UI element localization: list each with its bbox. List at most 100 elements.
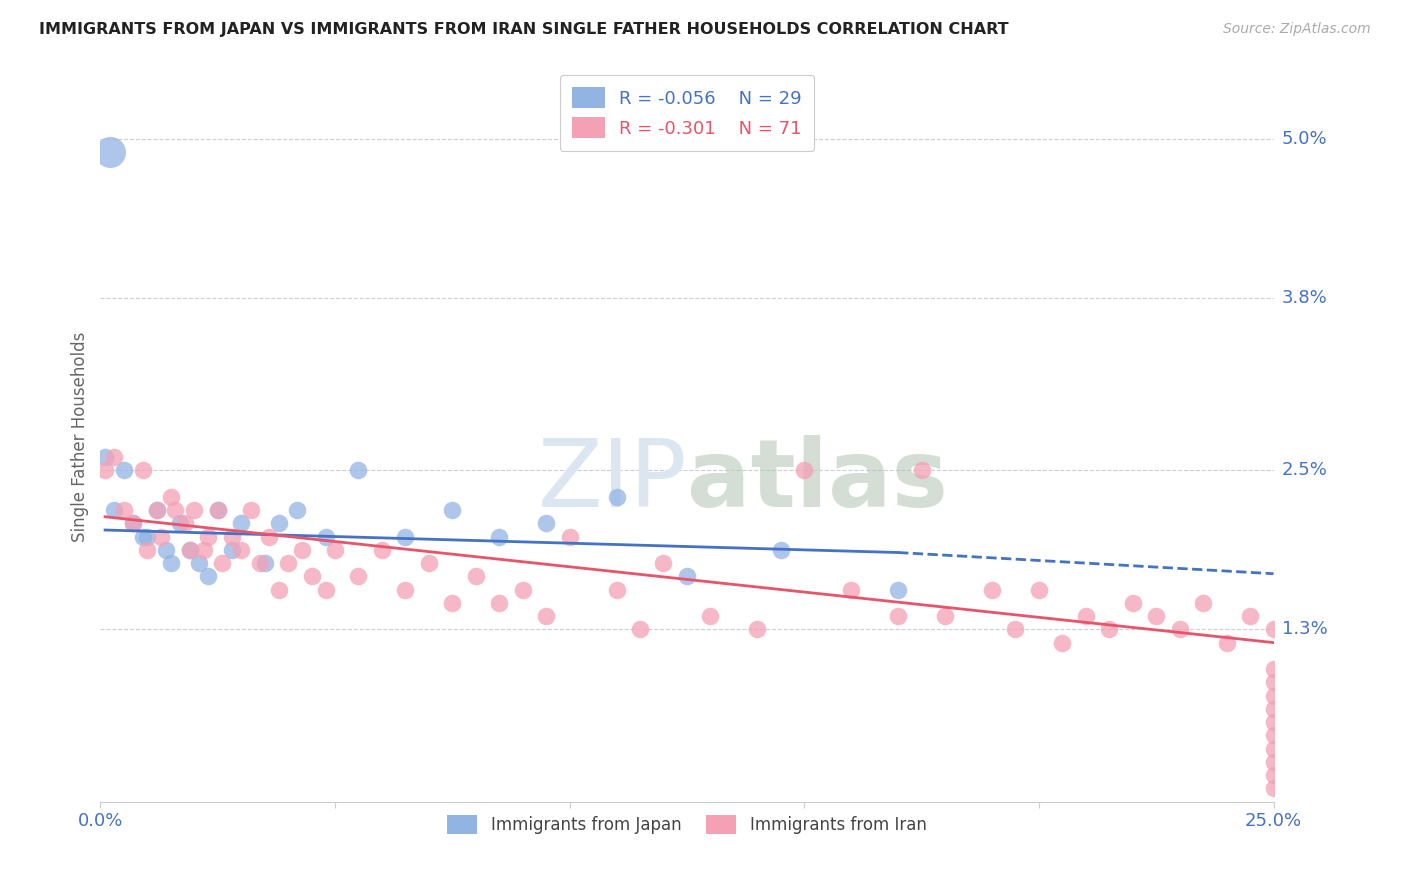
Point: [94, 450, 117, 464]
Point: [211, 556, 233, 570]
Text: 3.8%: 3.8%: [1282, 289, 1327, 307]
Point: [1263, 728, 1285, 742]
Point: [301, 569, 323, 583]
Point: [512, 582, 534, 597]
Point: [193, 542, 215, 557]
Point: [1263, 768, 1285, 782]
Point: [136, 530, 159, 544]
Point: [394, 530, 416, 544]
Text: 5.0%: 5.0%: [1282, 130, 1327, 148]
Point: [534, 609, 557, 624]
Point: [122, 516, 145, 531]
Point: [464, 569, 486, 583]
Point: [221, 530, 243, 544]
Point: [1263, 715, 1285, 730]
Point: [179, 542, 201, 557]
Text: Source: ZipAtlas.com: Source: ZipAtlas.com: [1223, 22, 1371, 37]
Point: [910, 463, 932, 477]
Point: [1052, 635, 1074, 649]
Point: [394, 582, 416, 597]
Point: [267, 582, 290, 597]
Point: [239, 503, 262, 517]
Point: [1263, 662, 1285, 676]
Point: [1263, 675, 1285, 690]
Point: [793, 463, 815, 477]
Point: [441, 503, 464, 517]
Point: [197, 530, 219, 544]
Point: [1263, 689, 1285, 703]
Point: [231, 516, 253, 531]
Point: [122, 516, 145, 531]
Point: [934, 609, 956, 624]
Point: [98, 145, 121, 160]
Point: [676, 569, 699, 583]
Point: [534, 516, 557, 531]
Point: [1004, 623, 1026, 637]
Point: [112, 503, 135, 517]
Point: [981, 582, 1004, 597]
Point: [159, 556, 181, 570]
Point: [1028, 582, 1050, 597]
Point: [1239, 609, 1261, 624]
Point: [1215, 635, 1237, 649]
Point: [291, 542, 314, 557]
Point: [131, 463, 153, 477]
Point: [267, 516, 290, 531]
Point: [606, 490, 628, 504]
Point: [441, 596, 464, 610]
Point: [1263, 781, 1285, 796]
Point: [179, 542, 201, 557]
Legend: Immigrants from Japan, Immigrants from Iran: Immigrants from Japan, Immigrants from I…: [437, 805, 936, 844]
Point: [315, 530, 337, 544]
Point: [887, 582, 910, 597]
Point: [628, 623, 651, 637]
Text: ZIP: ZIP: [537, 435, 688, 527]
Point: [699, 609, 721, 624]
Point: [1263, 755, 1285, 769]
Point: [323, 542, 346, 557]
Text: IMMIGRANTS FROM JAPAN VS IMMIGRANTS FROM IRAN SINGLE FATHER HOUSEHOLDS CORRELATI: IMMIGRANTS FROM JAPAN VS IMMIGRANTS FROM…: [39, 22, 1010, 37]
Point: [887, 609, 910, 624]
Point: [347, 569, 370, 583]
Point: [231, 542, 253, 557]
Point: [1192, 596, 1215, 610]
Point: [150, 530, 173, 544]
Point: [103, 450, 125, 464]
Point: [197, 569, 219, 583]
Point: [207, 503, 229, 517]
Point: [371, 542, 394, 557]
Point: [287, 503, 309, 517]
Point: [187, 556, 209, 570]
Point: [94, 463, 117, 477]
Point: [1263, 623, 1285, 637]
Text: atlas: atlas: [688, 435, 948, 527]
Point: [1263, 702, 1285, 716]
Point: [253, 556, 276, 570]
Point: [418, 556, 440, 570]
Point: [315, 582, 337, 597]
Point: [103, 503, 125, 517]
Point: [652, 556, 675, 570]
Point: [1144, 609, 1167, 624]
Point: [259, 530, 281, 544]
Point: [488, 596, 510, 610]
Point: [183, 503, 205, 517]
Point: [558, 530, 581, 544]
Point: [606, 582, 628, 597]
Point: [159, 490, 181, 504]
Point: [1098, 623, 1121, 637]
Point: [839, 582, 862, 597]
Point: [136, 542, 159, 557]
Point: [1263, 741, 1285, 756]
Point: [165, 503, 187, 517]
Point: [207, 503, 229, 517]
Point: [1122, 596, 1144, 610]
Point: [769, 542, 792, 557]
Point: [1168, 623, 1191, 637]
Point: [112, 463, 135, 477]
Point: [347, 463, 370, 477]
Point: [145, 503, 167, 517]
Point: [1074, 609, 1097, 624]
Point: [155, 542, 177, 557]
Text: 2.5%: 2.5%: [1282, 461, 1327, 479]
